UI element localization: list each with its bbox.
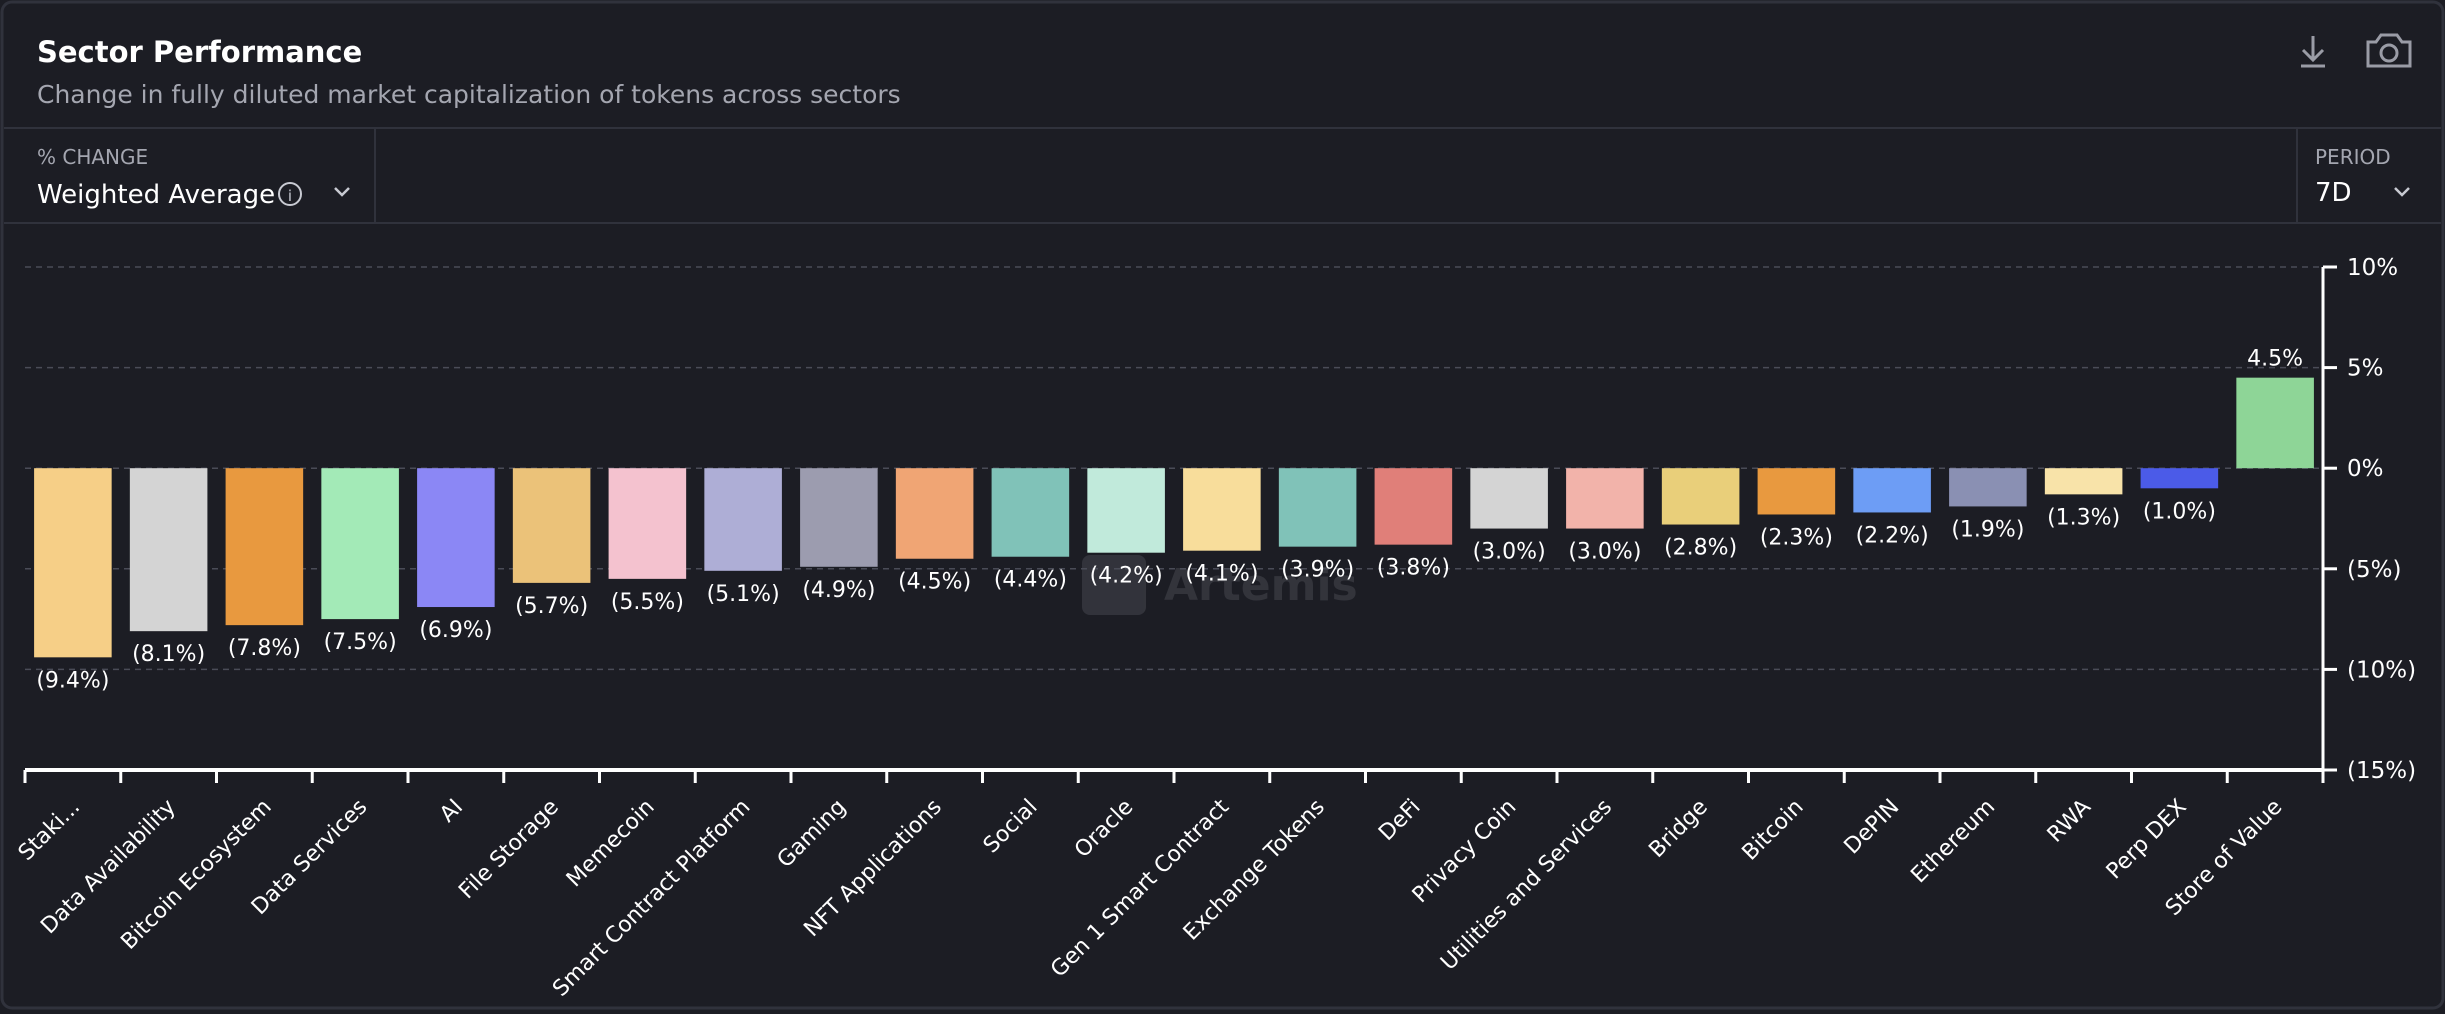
value-label: (1.9%): [1951, 517, 2024, 542]
y-tick-label: 10%: [2347, 255, 2398, 281]
value-label: (9.4%): [36, 668, 109, 693]
bar: [1470, 468, 1548, 529]
period-label: PERIOD: [2315, 145, 2391, 169]
panel-subtitle: Change in fully diluted market capitaliz…: [37, 80, 901, 109]
value-label: (3.0%): [1568, 540, 1641, 565]
y-tick-label: 0%: [2347, 456, 2384, 482]
bar: [417, 468, 495, 608]
y-tick-label: (10%): [2347, 657, 2416, 683]
bar: [2236, 377, 2314, 469]
y-tick-label: (15%): [2347, 758, 2416, 784]
value-label: (3.0%): [1473, 540, 1546, 565]
value-label: (5.7%): [515, 594, 588, 619]
value-label: (4.5%): [898, 570, 971, 595]
bar: [1757, 468, 1836, 515]
bar: [129, 468, 208, 632]
watermark-logo: [1082, 555, 1146, 615]
bar: [1661, 468, 1740, 525]
bar: [608, 468, 687, 579]
metric-dropdown[interactable]: Weighted Average i: [37, 180, 350, 210]
bar: [1087, 468, 1165, 553]
value-label: (5.1%): [707, 582, 780, 607]
value-label: (4.1%): [1185, 562, 1258, 587]
value-label: (2.8%): [1664, 536, 1737, 561]
metric-value: Weighted Average: [37, 180, 275, 210]
value-label: (4.2%): [1090, 564, 1163, 589]
value-label: (7.8%): [228, 636, 301, 661]
bar: [1566, 468, 1644, 529]
info-icon[interactable]: [278, 182, 302, 206]
screenshot-button[interactable]: [2366, 33, 2412, 68]
value-label: (1.0%): [2143, 499, 2216, 524]
value-label: (3.8%): [1377, 556, 1450, 581]
bar: [2140, 468, 2219, 489]
metric-label: % CHANGE: [37, 145, 148, 169]
value-label: (3.9%): [1281, 558, 1354, 583]
value-label: (2.3%): [1760, 525, 1833, 550]
value-label: (5.5%): [611, 590, 684, 615]
value-label: (2.2%): [1856, 523, 1929, 548]
download-button[interactable]: [2301, 36, 2325, 68]
bar: [225, 468, 304, 626]
bar: [1278, 468, 1357, 547]
y-tick-label: (5%): [2347, 557, 2401, 583]
value-label: (4.4%): [994, 568, 1067, 593]
bar: [34, 468, 112, 658]
info-icon-glyph: i: [288, 187, 292, 205]
bar: [1949, 468, 2027, 507]
bar: [1183, 468, 1261, 551]
bar: [991, 468, 1070, 557]
value-label: (4.9%): [802, 578, 875, 603]
bar: [2044, 468, 2123, 495]
value-label: (7.5%): [324, 630, 397, 655]
chevron: [2394, 187, 2410, 197]
bar: [704, 468, 782, 571]
bar: [895, 468, 974, 559]
bar: [512, 468, 591, 583]
period-value: 7D: [2315, 178, 2352, 208]
bar: [800, 468, 878, 567]
value-label: (6.9%): [419, 618, 492, 643]
bar: [1853, 468, 1931, 513]
bar: [1374, 468, 1453, 545]
value-label: (1.3%): [2047, 505, 2120, 530]
bar: [321, 468, 399, 620]
value-label: 4.5%: [2247, 347, 2303, 372]
panel-title: Sector Performance: [37, 35, 362, 69]
y-tick-label: 5%: [2347, 356, 2384, 382]
period-dropdown[interactable]: 7D: [2315, 178, 2410, 208]
chevron: [334, 187, 350, 197]
value-label: (8.1%): [132, 642, 205, 667]
